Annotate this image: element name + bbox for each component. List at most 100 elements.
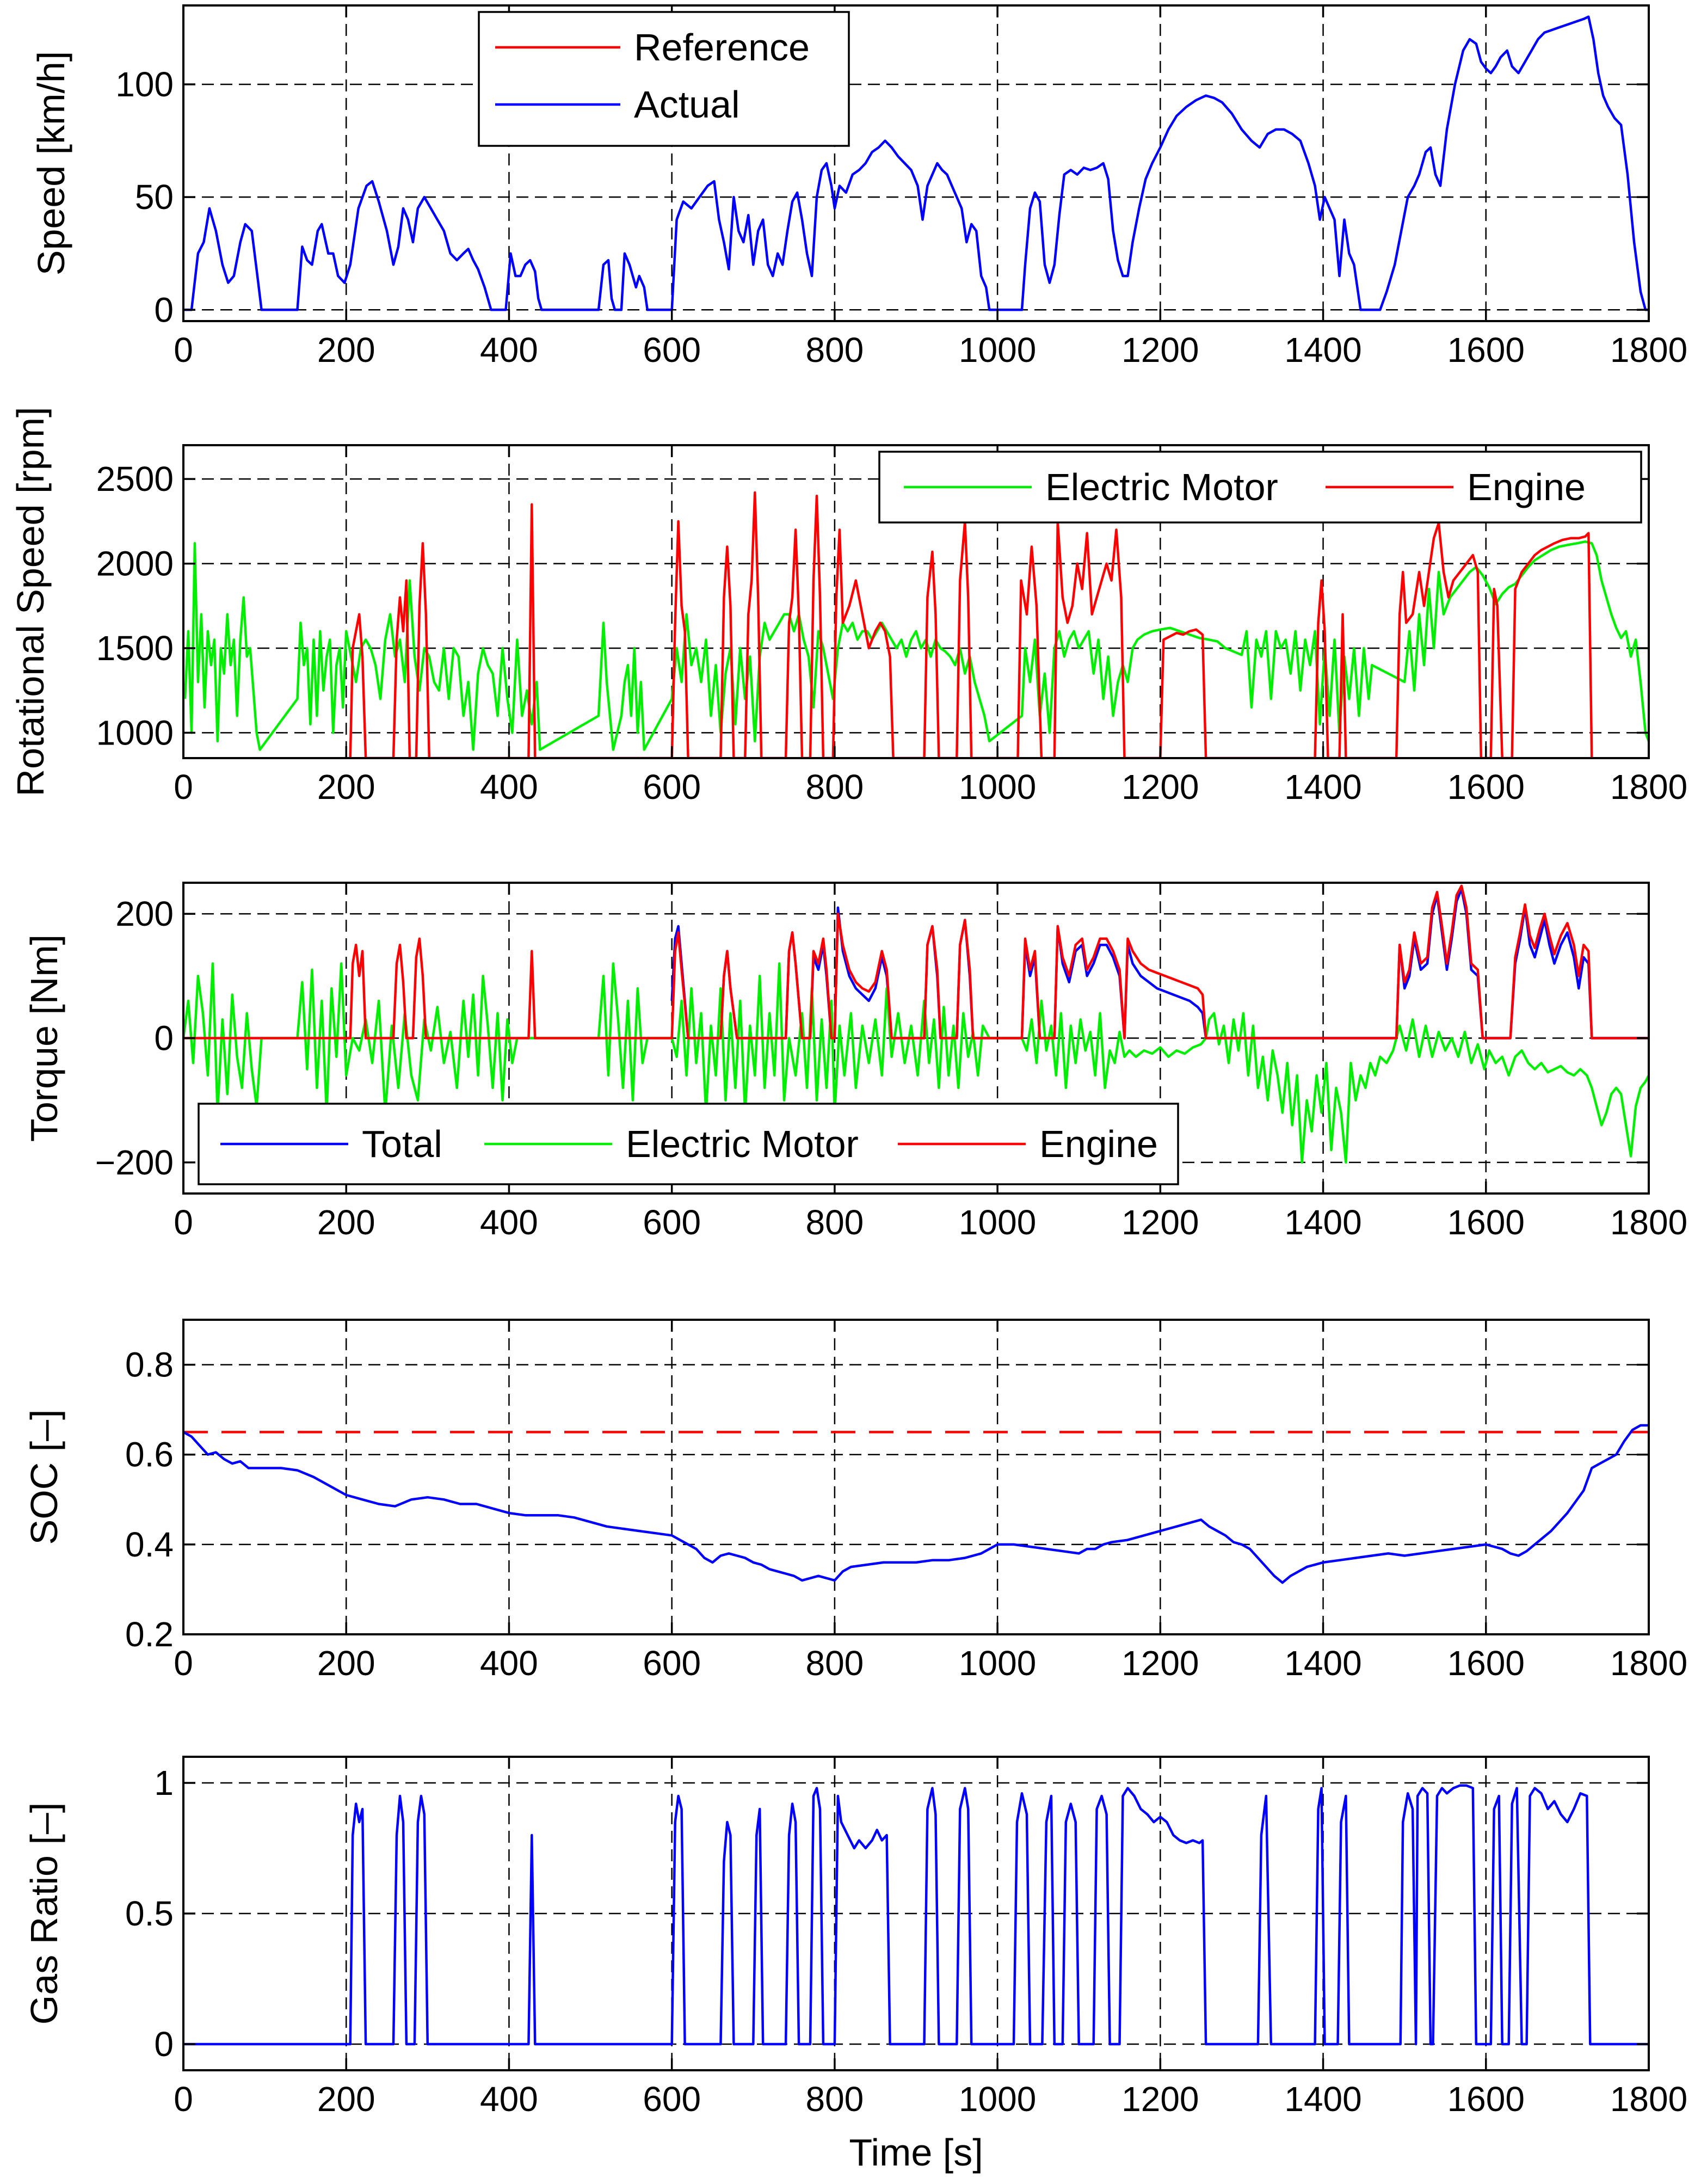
x-tick-label: 0	[174, 2080, 193, 2119]
x-tick-label: 400	[480, 1203, 538, 1242]
soc-grid	[183, 1320, 1649, 1634]
rotational-speed-legend: Electric Motor Engine	[878, 451, 1642, 524]
x-tick-label: 1200	[1121, 1203, 1199, 1242]
rotational-speed-series-group	[183, 491, 1649, 758]
y-tick-label: 1500	[96, 629, 174, 668]
torque-series-electric-motor	[183, 962, 1649, 1164]
y-tick-label: 2500	[96, 459, 174, 499]
gas-ratio-series-group	[183, 1784, 1649, 2046]
rotational-speed-series-engine	[349, 491, 1593, 758]
torque-series-engine	[183, 884, 1649, 1039]
y-tick-label: 1	[154, 1763, 174, 1802]
x-tick-label: 600	[643, 2080, 701, 2119]
x-tick-label: 0	[174, 1644, 193, 1683]
x-tick-label: 800	[805, 1644, 864, 1683]
x-tick-label: 1000	[959, 330, 1036, 370]
soc-series-actual	[183, 1424, 1649, 1584]
x-tick-label: 1000	[959, 1644, 1036, 1683]
x-tick-label: 0	[174, 767, 193, 807]
x-tick-label: 1800	[1610, 1644, 1687, 1683]
x-tick-label: 0	[174, 1203, 193, 1242]
rotational-speed-y-axis-label: Rotational Speed [rpm]	[9, 407, 52, 797]
legend-label-engine: Engine	[1039, 1123, 1158, 1165]
torque-y-axis-label: Torque [Nm]	[23, 934, 65, 1142]
speed-y-axis-label: Speed [km/h]	[30, 51, 72, 275]
y-tick-label: 2000	[96, 544, 174, 583]
y-tick-label: 0.8	[125, 1345, 174, 1385]
rotational-speed-grid	[183, 445, 1649, 758]
y-tick-label: 0.6	[125, 1435, 174, 1474]
x-tick-label: 1600	[1447, 2080, 1525, 2119]
x-tick-label: 1200	[1121, 330, 1199, 370]
x-tick-label: 400	[480, 1644, 538, 1683]
speed-axes-frame	[182, 4, 1650, 322]
x-tick-label: 1400	[1284, 1644, 1361, 1683]
legend-label-electric-motor: Electric Motor	[1045, 466, 1278, 508]
x-tick-label: 200	[317, 767, 375, 807]
x-tick-label: 400	[480, 2080, 538, 2119]
speed-plot-area	[183, 5, 1649, 321]
soc-panel: 0 200 400 600 800 1000 1200 1400 1600 1800 0.2 0.4 0…	[23, 1319, 1687, 1683]
x-tick-label: 1400	[1284, 767, 1361, 807]
x-tick-label: 600	[643, 767, 701, 807]
x-tick-label: 1000	[959, 2080, 1036, 2119]
rotational-speed-axes-frame	[182, 444, 1650, 759]
y-tick-label: 200	[115, 894, 174, 933]
x-tick-label: 1000	[959, 1203, 1036, 1242]
x-tick-label: 1800	[1610, 767, 1687, 807]
rotational-speed-series-electric-motor	[183, 540, 1649, 751]
y-tick-label: 100	[115, 65, 174, 104]
y-tick-label: −200	[95, 1143, 174, 1182]
x-tick-label: 400	[480, 330, 538, 370]
x-tick-label: 0	[174, 330, 193, 370]
y-tick-label: 0	[154, 2025, 174, 2064]
x-tick-label: 600	[643, 330, 701, 370]
legend-label-engine: Engine	[1467, 466, 1586, 508]
legend-label-total: Total	[362, 1123, 442, 1165]
x-tick-label: 1200	[1121, 2080, 1199, 2119]
y-tick-label: 0	[154, 1019, 174, 1058]
x-tick-label: 1800	[1610, 2080, 1687, 2119]
x-tick-label: 800	[805, 330, 864, 370]
y-tick-label: 0.5	[125, 1894, 174, 1933]
x-tick-label: 1600	[1447, 767, 1525, 807]
speed-legend: Reference Actual	[478, 11, 850, 147]
soc-axes-frame	[182, 1319, 1650, 1635]
gas-ratio-x-axis-label: Time [s]	[849, 2131, 983, 2174]
legend-label-actual: Actual	[634, 83, 740, 126]
legend-label-electric-motor: Electric Motor	[626, 1123, 859, 1165]
x-tick-label: 1200	[1121, 767, 1199, 807]
x-tick-label: 600	[643, 1203, 701, 1242]
speed-series-group	[183, 15, 1649, 311]
x-tick-label: 200	[317, 1203, 375, 1242]
x-tick-label: 200	[317, 1644, 375, 1683]
x-tick-label: 800	[805, 767, 864, 807]
x-tick-label: 1000	[959, 767, 1036, 807]
y-tick-label: 0.4	[125, 1525, 174, 1564]
x-tick-label: 200	[317, 2080, 375, 2119]
y-tick-label: 50	[135, 177, 174, 217]
speed-series-actual	[183, 15, 1649, 311]
soc-plot-area	[183, 1320, 1649, 1634]
y-tick-label: 1000	[96, 713, 174, 752]
x-tick-label: 800	[805, 2080, 864, 2119]
x-tick-label: 400	[480, 767, 538, 807]
speed-panel: 0 200 400 600 800 1000 1200 1400 1600 1800 0 50 100 S…	[30, 4, 1687, 370]
x-tick-label: 1600	[1447, 330, 1525, 370]
x-tick-label: 800	[805, 1203, 864, 1242]
x-tick-label: 1800	[1610, 330, 1687, 370]
torque-series-group	[183, 884, 1649, 1164]
x-tick-label: 600	[643, 1644, 701, 1683]
x-tick-label: 1600	[1447, 1644, 1525, 1683]
x-tick-label: 1800	[1610, 1203, 1687, 1242]
x-tick-label: 1400	[1284, 1203, 1361, 1242]
gas-ratio-series-gas-ratio	[183, 1784, 1649, 2046]
torque-panel: 0 200 400 600 800 1000 1200 1400 1600 1800−200020…	[23, 882, 1687, 1242]
legend-label-reference: Reference	[634, 26, 810, 69]
x-tick-label: 1600	[1447, 1203, 1525, 1242]
soc-series-group	[183, 1424, 1649, 1584]
soc-y-axis-label: SOC [–]	[23, 1410, 65, 1545]
x-tick-label: 1200	[1121, 1644, 1199, 1683]
y-tick-label: 0	[154, 290, 174, 329]
